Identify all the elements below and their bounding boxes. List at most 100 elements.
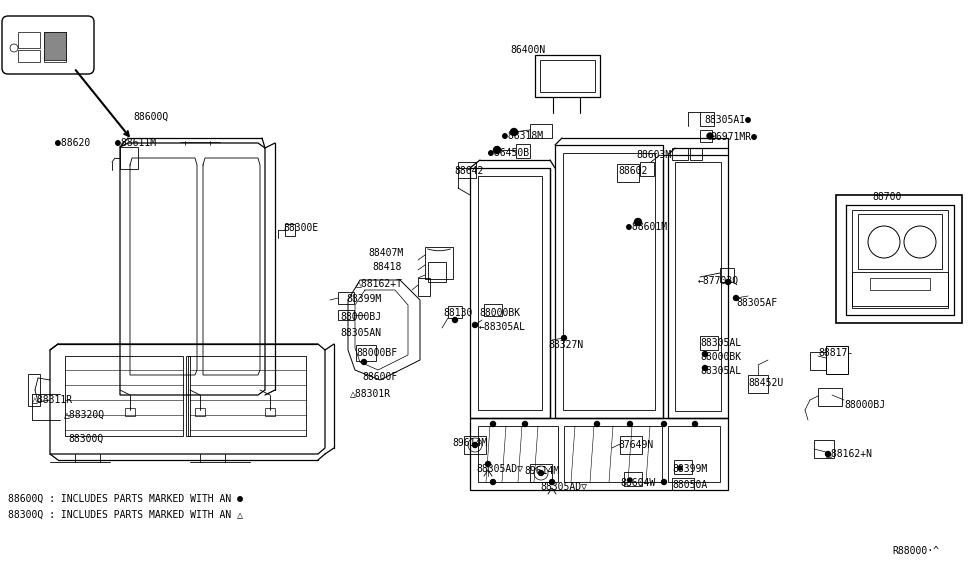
Text: 88305AL: 88305AL	[700, 366, 741, 376]
Circle shape	[538, 470, 543, 475]
Text: 88000BK: 88000BK	[479, 308, 520, 318]
Bar	[188, 356, 306, 436]
Text: 88305AD▽: 88305AD▽	[476, 464, 523, 474]
Bar	[18, 32, 40, 48]
Bar	[624, 472, 642, 486]
Bar	[818, 388, 842, 406]
Circle shape	[733, 295, 738, 301]
Text: 88050A: 88050A	[672, 480, 707, 490]
Text: 88399M: 88399M	[346, 294, 381, 304]
Text: 88130: 88130	[443, 308, 472, 318]
Circle shape	[628, 478, 632, 482]
Bar	[418, 278, 430, 296]
Bar	[18, 50, 40, 62]
Bar	[700, 130, 712, 142]
Bar	[690, 148, 702, 160]
Circle shape	[490, 479, 495, 484]
Bar	[516, 144, 530, 158]
Text: 88642: 88642	[454, 166, 484, 176]
Bar	[530, 124, 552, 138]
Circle shape	[493, 147, 500, 153]
Text: R88000·^: R88000·^	[892, 546, 939, 556]
Bar	[540, 60, 595, 92]
Text: 88327N: 88327N	[548, 340, 583, 350]
Text: △88320Q: △88320Q	[64, 410, 105, 420]
Bar	[700, 112, 714, 126]
Bar	[826, 346, 848, 374]
Bar	[265, 408, 275, 416]
Text: 88600F: 88600F	[362, 372, 397, 382]
Circle shape	[486, 461, 490, 466]
Bar	[535, 55, 600, 97]
Bar	[425, 247, 453, 279]
Text: 88700: 88700	[872, 192, 901, 202]
Circle shape	[678, 466, 682, 470]
Bar	[120, 147, 138, 169]
Text: 88305AL: 88305AL	[700, 338, 741, 348]
Bar	[470, 418, 728, 490]
Bar	[356, 345, 376, 361]
Bar	[700, 336, 718, 350]
Text: 88452U: 88452U	[748, 378, 783, 388]
Bar	[858, 214, 942, 269]
Bar	[44, 50, 66, 62]
Text: 88604W: 88604W	[620, 478, 655, 488]
Circle shape	[452, 318, 457, 323]
Bar	[125, 408, 135, 416]
Text: △88162+T: △88162+T	[356, 278, 403, 288]
Text: ←87703Q: ←87703Q	[698, 276, 739, 286]
Bar	[195, 408, 205, 416]
Text: 88000BK: 88000BK	[700, 352, 741, 362]
Text: 88602: 88602	[618, 166, 647, 176]
Text: 89614M: 89614M	[524, 466, 560, 476]
Text: 88305AD▽: 88305AD▽	[540, 482, 587, 492]
Circle shape	[511, 128, 518, 135]
Bar	[852, 210, 948, 306]
FancyArrowPatch shape	[428, 249, 450, 251]
Text: 88300Q: 88300Q	[68, 434, 103, 444]
Circle shape	[362, 359, 367, 365]
Bar	[478, 426, 558, 482]
Circle shape	[473, 443, 478, 448]
Bar	[620, 436, 642, 454]
Bar	[530, 464, 552, 482]
Text: △88311R: △88311R	[32, 394, 73, 404]
Circle shape	[550, 479, 555, 484]
Bar	[852, 272, 948, 308]
Circle shape	[490, 422, 495, 427]
Text: 88399M: 88399M	[672, 464, 707, 474]
Text: 88305AN: 88305AN	[340, 328, 381, 338]
Text: 88600Q: 88600Q	[133, 112, 169, 122]
Bar	[617, 164, 639, 182]
Text: 89614M: 89614M	[452, 438, 488, 448]
Circle shape	[661, 479, 667, 484]
Bar	[668, 426, 720, 482]
Bar	[672, 478, 694, 490]
Text: 88000BJ: 88000BJ	[340, 312, 381, 322]
Bar	[478, 176, 542, 410]
Text: 96971MR●: 96971MR●	[710, 132, 757, 142]
Circle shape	[725, 280, 730, 285]
Bar	[563, 153, 655, 410]
Text: 88305AI●: 88305AI●	[704, 115, 751, 125]
Circle shape	[703, 351, 708, 357]
Circle shape	[635, 218, 642, 225]
Bar	[28, 374, 40, 406]
Text: 87649N: 87649N	[618, 440, 653, 450]
Circle shape	[523, 422, 527, 427]
Text: 88000BF: 88000BF	[356, 348, 397, 358]
Text: ←88305AL: ←88305AL	[479, 322, 526, 332]
Bar	[44, 32, 66, 60]
Bar	[448, 306, 462, 318]
Bar	[338, 292, 354, 304]
Bar	[720, 268, 734, 282]
Bar	[810, 352, 826, 370]
Bar	[675, 162, 721, 411]
Bar	[186, 356, 190, 436]
Bar	[640, 162, 654, 176]
Text: ●88601M: ●88601M	[626, 222, 667, 232]
Bar	[668, 155, 728, 418]
Bar	[285, 224, 295, 236]
Text: 88300Q : INCLUDES PARTS MARKED WITH AN △: 88300Q : INCLUDES PARTS MARKED WITH AN △	[8, 510, 243, 520]
Text: ●86450B: ●86450B	[488, 148, 529, 158]
